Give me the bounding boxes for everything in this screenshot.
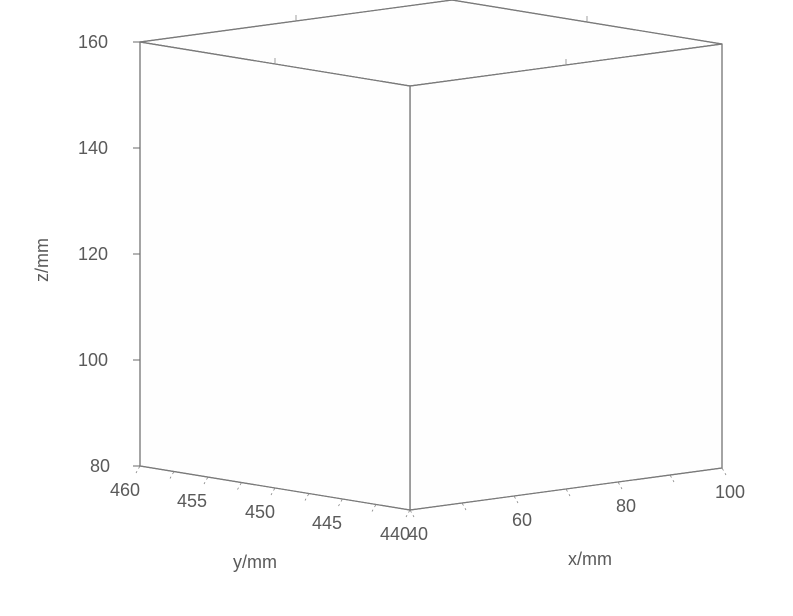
z-tick-160: 160: [78, 32, 108, 52]
y-tick-455: 455: [177, 491, 207, 511]
y-tick-460: 460: [110, 480, 140, 500]
y-axis-label: y/mm: [233, 552, 277, 572]
cube-front-left-face: [140, 42, 410, 510]
x-tick-100: 100: [715, 482, 745, 502]
z-tick-80: 80: [90, 456, 110, 476]
y-tick-445: 445: [312, 513, 342, 533]
x-tick-80: 80: [616, 496, 636, 516]
z-tick-120: 120: [78, 244, 108, 264]
x-axis-label: x/mm: [568, 549, 612, 569]
chart-3d-cube: 80 100 120 140 160 z/mm 40 60 80 100: [0, 0, 793, 616]
y-tick-450: 450: [245, 502, 275, 522]
cube-front-right-face: [410, 44, 722, 510]
z-axis: 80 100 120 140 160 z/mm: [32, 32, 140, 476]
z-axis-label: z/mm: [32, 238, 52, 282]
cube-svg: 80 100 120 140 160 z/mm 40 60 80 100: [0, 0, 793, 616]
y-tick-440: 440: [380, 524, 410, 544]
x-tick-40: 40: [408, 524, 428, 544]
z-tick-100: 100: [78, 350, 108, 370]
z-tick-140: 140: [78, 138, 108, 158]
x-tick-60: 60: [512, 510, 532, 530]
